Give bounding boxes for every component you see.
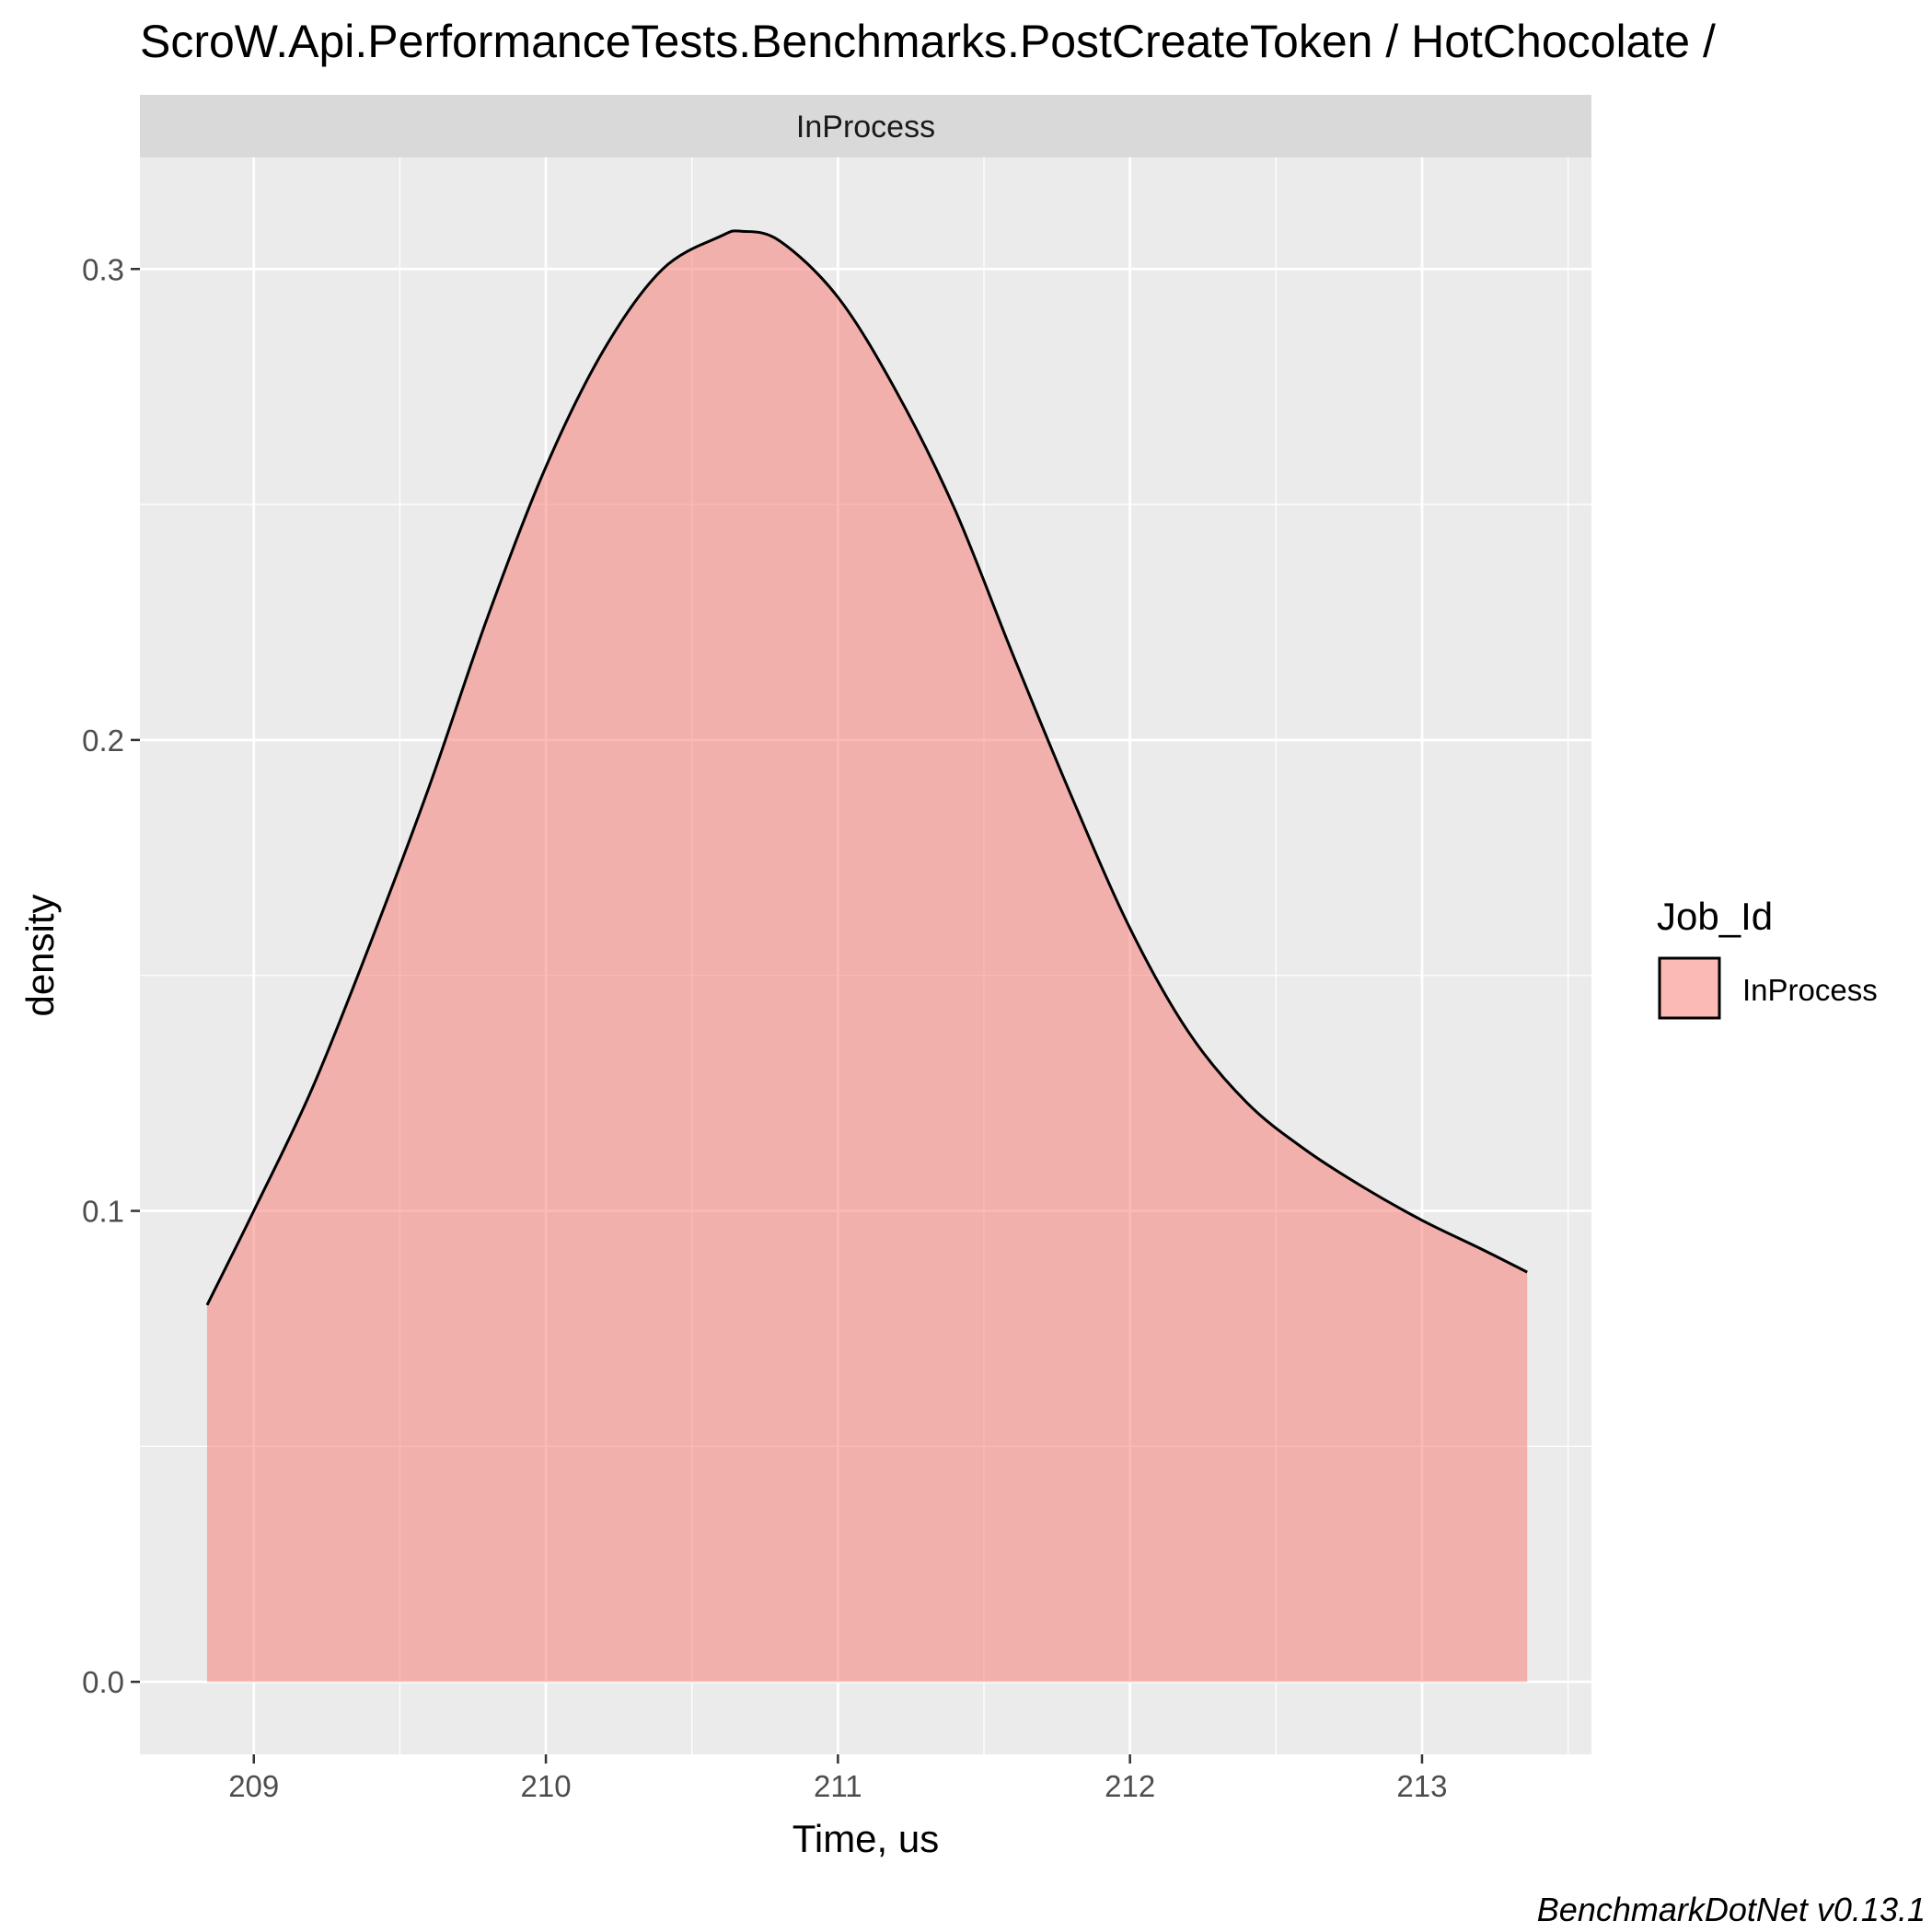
facet-strip bbox=[140, 95, 1591, 157]
chart-title: ScroW.Api.PerformanceTests.Benchmarks.Po… bbox=[140, 16, 1716, 67]
density-line-inprocess bbox=[205, 229, 1528, 1306]
y-axis-title: density bbox=[18, 894, 62, 1016]
legend-title: Job_Id bbox=[1657, 895, 1773, 938]
y-axis: 0.0 0.1 0.2 0.3 bbox=[82, 252, 140, 1699]
x-tick-label: 209 bbox=[228, 1769, 279, 1803]
x-tick-label: 212 bbox=[1105, 1769, 1155, 1803]
density-area-inprocess bbox=[207, 230, 1528, 1683]
y-tick-label: 0.1 bbox=[82, 1195, 124, 1229]
legend: Job_Id InProcess bbox=[1657, 895, 1878, 1020]
x-tick-label: 213 bbox=[1396, 1769, 1447, 1803]
y-tick-label: 0.2 bbox=[82, 723, 124, 758]
y-tick-label: 0.0 bbox=[82, 1665, 124, 1699]
x-axis-title: Time, us bbox=[792, 1817, 939, 1860]
density-layer bbox=[205, 229, 1528, 1683]
y-tick-label: 0.3 bbox=[82, 252, 124, 286]
x-tick-label: 211 bbox=[814, 1769, 862, 1803]
legend-key-inprocess bbox=[1658, 956, 1721, 1020]
x-axis: 209 210 211 212 213 bbox=[228, 1754, 1447, 1803]
x-tick-label: 210 bbox=[521, 1769, 572, 1803]
caption: BenchmarkDotNet v0.13.1 bbox=[1537, 1891, 1926, 1928]
facet-strip-label: InProcess bbox=[796, 110, 935, 145]
legend-label-inprocess: InProcess bbox=[1742, 973, 1878, 1007]
